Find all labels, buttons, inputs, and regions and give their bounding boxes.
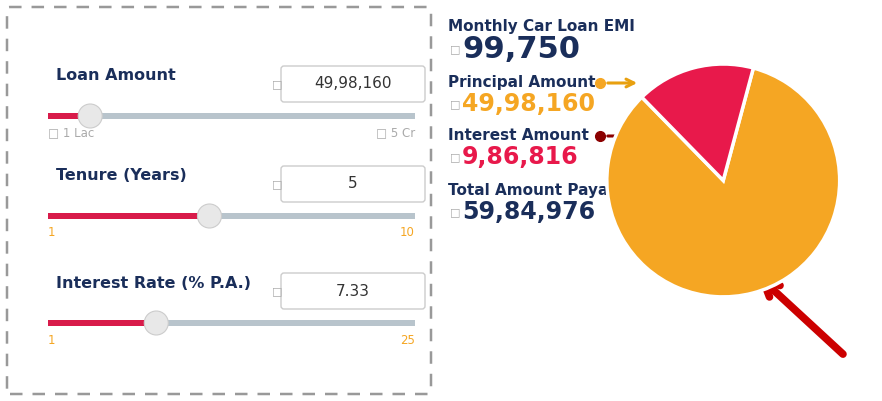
Text: □ 5 Cr: □ 5 Cr: [376, 126, 415, 140]
Text: Monthly Car Loan EMI: Monthly Car Loan EMI: [448, 20, 635, 34]
Text: 7.33: 7.33: [336, 284, 370, 298]
Circle shape: [198, 204, 221, 228]
Text: Principal Amount: Principal Amount: [448, 75, 595, 91]
Text: 49,98,160: 49,98,160: [462, 92, 595, 116]
Text: Tenure (Years): Tenure (Years): [56, 168, 187, 184]
Text: □: □: [272, 179, 282, 189]
Text: □: □: [450, 152, 460, 162]
FancyBboxPatch shape: [48, 213, 415, 219]
FancyBboxPatch shape: [281, 166, 425, 202]
FancyBboxPatch shape: [7, 7, 431, 394]
FancyBboxPatch shape: [48, 113, 90, 119]
Text: 9,86,816: 9,86,816: [462, 145, 579, 169]
Text: 1: 1: [48, 334, 56, 346]
Wedge shape: [642, 64, 753, 180]
Text: □: □: [272, 79, 282, 89]
FancyBboxPatch shape: [48, 320, 156, 326]
Text: □: □: [450, 207, 460, 217]
Text: 10: 10: [400, 227, 415, 239]
Text: □: □: [450, 99, 460, 109]
Text: Total Amount Payable: Total Amount Payable: [448, 184, 635, 198]
Text: Interest Rate (% P.A.): Interest Rate (% P.A.): [56, 275, 251, 290]
FancyBboxPatch shape: [281, 273, 425, 309]
Text: □: □: [272, 286, 282, 296]
Text: Interest Amount: Interest Amount: [448, 128, 589, 144]
FancyBboxPatch shape: [281, 66, 425, 102]
Wedge shape: [607, 68, 840, 297]
FancyBboxPatch shape: [48, 213, 210, 219]
Text: Loan Amount: Loan Amount: [56, 69, 176, 83]
Text: 5: 5: [348, 176, 358, 192]
FancyBboxPatch shape: [48, 113, 415, 119]
Text: 25: 25: [400, 334, 415, 346]
Text: 49,98,160: 49,98,160: [314, 77, 392, 91]
Text: □ 1 Lac: □ 1 Lac: [48, 126, 94, 140]
Circle shape: [145, 311, 168, 335]
Text: □: □: [450, 44, 460, 54]
Circle shape: [78, 104, 102, 128]
Text: 1: 1: [48, 227, 56, 239]
Text: 99,750: 99,750: [462, 34, 580, 63]
FancyBboxPatch shape: [48, 320, 415, 326]
Text: 59,84,976: 59,84,976: [462, 200, 595, 224]
